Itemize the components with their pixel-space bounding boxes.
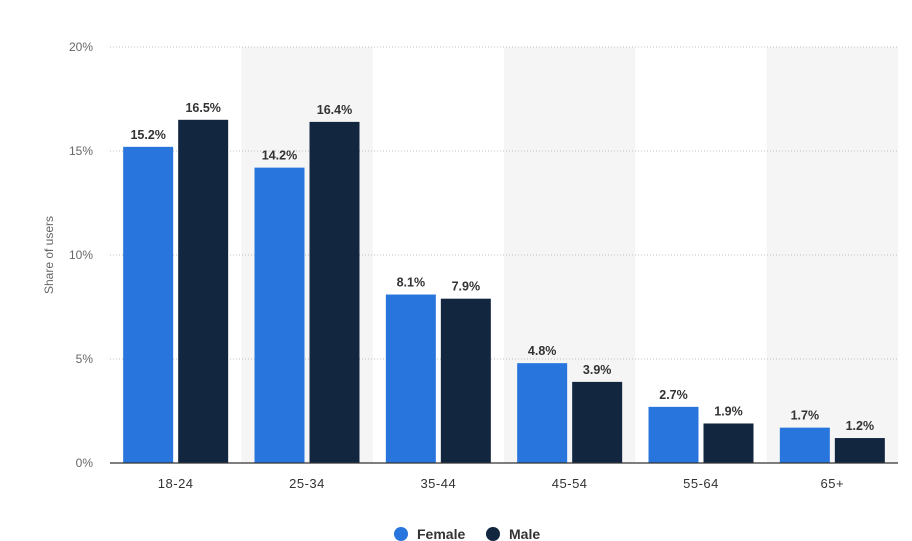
x-tick-label: 25-34 [289, 476, 325, 491]
legend-marker-male [486, 527, 500, 541]
data-labels: 15.2% 16.5% 14.2% 16.4% 8.1% 7.9% 4.8% 3.9% 2.7%… [130, 101, 874, 433]
data-label-female-18-24: 15.2% [130, 128, 165, 142]
data-label-male-35-44: 7.9% [452, 280, 481, 294]
bar-female-35-44[interactable] [385, 294, 436, 463]
data-label-male-25-34: 16.4% [317, 103, 352, 117]
bars [123, 119, 885, 464]
gridlines [110, 46, 898, 360]
bar-male-65+[interactable] [834, 438, 885, 463]
bar-female-45-54[interactable] [517, 363, 568, 463]
data-label-male-18-24: 16.5% [185, 101, 220, 115]
x-tick-label: 55-64 [683, 476, 719, 491]
legend-label-female: Female [417, 526, 465, 541]
bar-male-18-24[interactable] [178, 119, 229, 464]
y-tick-label: 5% [76, 352, 94, 366]
data-label-female-55-64: 2.7% [659, 388, 688, 402]
bar-female-55-64[interactable] [648, 406, 699, 463]
data-label-female-65+: 1.7% [791, 409, 820, 423]
y-tick-label: 0% [76, 456, 94, 470]
x-axis-ticks: 18-24 25-34 35-44 45-54 55-64 65+ [158, 476, 844, 491]
data-label-male-45-54: 3.9% [583, 363, 612, 377]
bar-male-35-44[interactable] [440, 298, 491, 463]
bar-female-18-24[interactable] [123, 146, 174, 463]
y-tick-label: 10% [69, 248, 93, 262]
bar-female-25-34[interactable] [254, 167, 305, 463]
x-tick-label: 45-54 [552, 476, 588, 491]
bar-male-25-34[interactable] [309, 121, 360, 463]
data-label-female-25-34: 14.2% [262, 149, 297, 163]
legend: Female Male [394, 526, 540, 541]
x-tick-label: 18-24 [158, 476, 194, 491]
legend-marker-female [394, 527, 408, 541]
x-tick-label: 65+ [821, 476, 845, 491]
y-tick-label: 20% [69, 40, 93, 54]
legend-label-male: Male [509, 526, 540, 541]
data-label-female-35-44: 8.1% [397, 276, 426, 290]
data-label-male-55-64: 1.9% [714, 404, 743, 418]
legend-item-male[interactable]: Male [486, 526, 540, 541]
x-tick-label: 35-44 [420, 476, 456, 491]
bar-male-45-54[interactable] [572, 381, 623, 463]
y-tick-label: 15% [69, 144, 93, 158]
legend-item-female[interactable]: Female [394, 526, 465, 541]
data-label-male-65+: 1.2% [846, 419, 875, 433]
y-axis-title: Share of users [42, 216, 56, 294]
bar-female-65+[interactable] [779, 427, 830, 463]
data-label-female-45-54: 4.8% [528, 344, 557, 358]
bar-male-55-64[interactable] [703, 423, 754, 463]
y-axis-ticks: 0% 5% 10% 15% 20% [69, 40, 93, 470]
